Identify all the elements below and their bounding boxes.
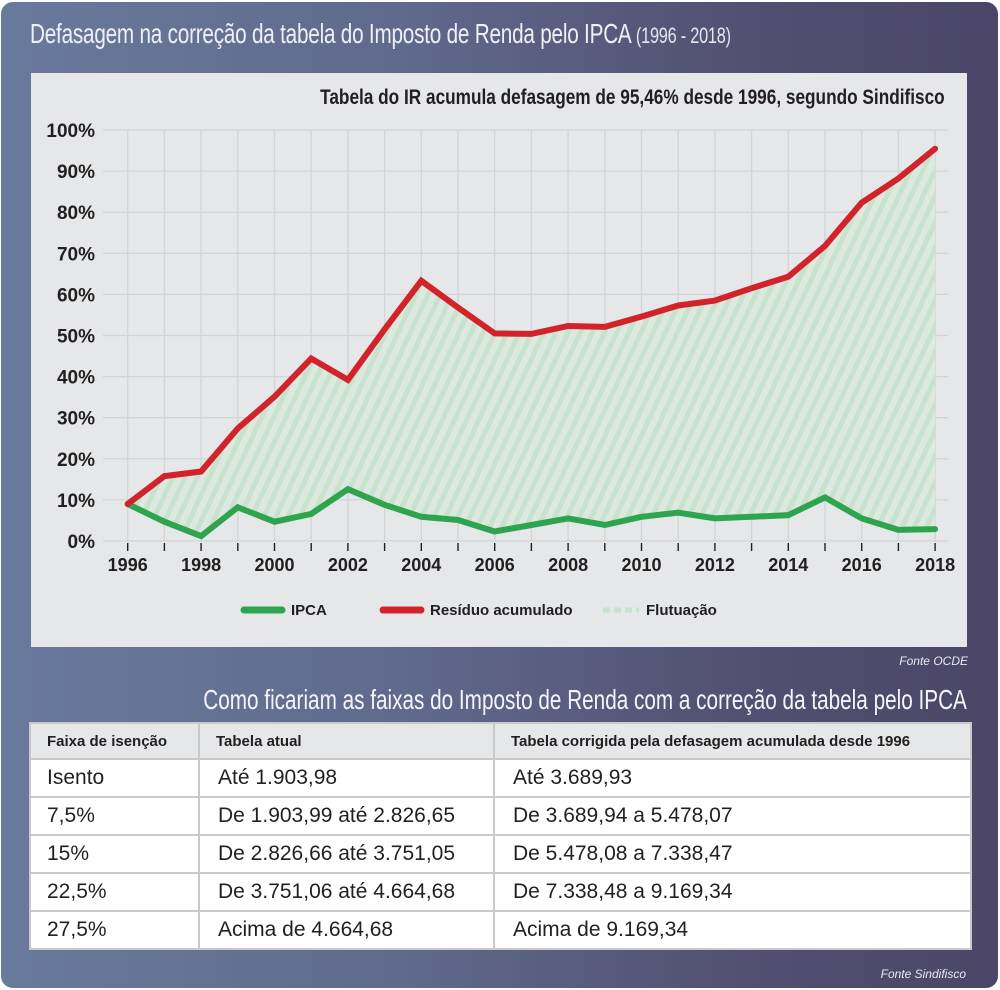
x-tick-label: 2004 <box>401 555 441 575</box>
table-cell: De 2.826,66 até 3.751,05 <box>198 834 495 874</box>
chart-title: Tabela do IR acumula defasagem de 95,46%… <box>320 86 945 109</box>
y-tick-label: 100% <box>46 121 95 142</box>
y-tick-label: 80% <box>57 203 95 224</box>
x-tick-label: 2008 <box>548 555 588 575</box>
chart-panel: Tabela do IR acumula defasagem de 95,46%… <box>31 73 967 647</box>
legend-item-flutuacao: Flutuação <box>603 602 717 619</box>
x-tick-label: 2006 <box>475 555 515 575</box>
chart-points <box>127 148 936 537</box>
y-tick-label: 20% <box>57 450 95 471</box>
table-cell: Isento <box>29 758 200 798</box>
table-cell: De 7.338,48 a 9.169,34 <box>493 872 972 912</box>
column-header: Faixa de isenção <box>29 722 200 760</box>
table-cell: 27,5% <box>29 910 200 950</box>
line-chart: 0%10%20%30%40%50%60%70%80%90%100% 1996 19… <box>46 121 955 619</box>
legend-label-residuo: Resíduo acumulado <box>430 602 573 619</box>
y-tick-label: 60% <box>57 285 95 306</box>
x-tick-label: 2014 <box>768 555 808 575</box>
x-tick-label: 2016 <box>842 555 882 575</box>
table-cell: Acima de 4.664,68 <box>198 910 495 950</box>
y-tick-label: 70% <box>57 244 95 265</box>
legend-item-residuo: Resíduo acumulado <box>379 602 573 619</box>
flutuacao-area-fill <box>127 148 936 537</box>
table-header-row: Faixa de isenção Tabela atual Tabela cor… <box>29 722 972 760</box>
x-tick-label: 2002 <box>328 555 368 575</box>
table-row: 7,5% De 1.903,99 até 2.826,65 De 3.689,9… <box>29 796 972 836</box>
y-tick-label: 10% <box>57 491 95 512</box>
flutuacao-area <box>127 148 936 537</box>
legend-label-flutuacao: Flutuação <box>646 602 717 619</box>
table-row: 15% De 2.826,66 até 3.751,05 De 5.478,08… <box>29 834 972 874</box>
y-axis: 0% 10% 20% 30% 40% 50% 60% 70% 80% 90% 100% <box>46 121 95 553</box>
table-cell: Até 3.689,93 <box>493 758 972 798</box>
chart-legend: IPCA Resíduo acumulado Flutuação <box>240 602 717 619</box>
table-cell: De 1.903,99 até 2.826,65 <box>198 796 495 836</box>
table-cell: De 3.751,06 até 4.664,68 <box>198 872 495 912</box>
y-tick-label: 30% <box>57 409 95 430</box>
table-cell: De 5.478,08 a 7.338,47 <box>493 834 972 874</box>
page-title-text: Defasagem na correção da tabela do Impos… <box>30 18 631 49</box>
table-cell: Até 1.903,98 <box>198 758 495 798</box>
x-tick-label: 2018 <box>915 555 955 575</box>
x-tick-label: 2010 <box>621 555 661 575</box>
x-tick-label: 1998 <box>181 555 221 575</box>
tax-brackets-table: Faixa de isenção Tabela atual Tabela cor… <box>29 722 972 950</box>
y-tick-label: 50% <box>57 327 95 348</box>
x-axis: 1996 1998 2000 2002 2004 2006 2008 2010 2012 2014… <box>108 543 955 575</box>
table-cell: De 3.689,94 a 5.478,07 <box>493 796 972 836</box>
table-source: Fonte Sindifisco <box>880 967 966 981</box>
column-header: Tabela corrigida pela defasagem acumulad… <box>493 722 972 760</box>
chart-source: Fonte OCDE <box>899 654 968 668</box>
table-row: 27,5% Acima de 4.664,68 Acima de 9.169,3… <box>29 910 972 950</box>
x-tick-label: 1996 <box>108 555 148 575</box>
x-tick-label: 2012 <box>695 555 735 575</box>
page-title-years: (1996 - 2018) <box>635 23 731 48</box>
table-cell: Acima de 9.169,34 <box>493 910 972 950</box>
column-header: Tabela atual <box>198 722 495 760</box>
table-cell: 22,5% <box>29 872 200 912</box>
table-cell: 15% <box>29 834 200 874</box>
x-tick-label: 2000 <box>254 555 294 575</box>
page-title: Defasagem na correção da tabela do Impos… <box>30 16 731 54</box>
table-title: Como ficariam as faixas do Imposto de Re… <box>203 684 967 715</box>
legend-item-ipca: IPCA <box>240 602 327 619</box>
table-row: 22,5% De 3.751,06 até 4.664,68 De 7.338,… <box>29 872 972 912</box>
legend-label-ipca: IPCA <box>291 602 327 619</box>
y-tick-label: 0% <box>68 532 96 553</box>
y-tick-label: 40% <box>57 368 95 389</box>
table-cell: 7,5% <box>29 796 200 836</box>
table-row: Isento Até 1.903,98 Até 3.689,93 <box>29 758 972 798</box>
y-tick-label: 90% <box>57 162 95 183</box>
